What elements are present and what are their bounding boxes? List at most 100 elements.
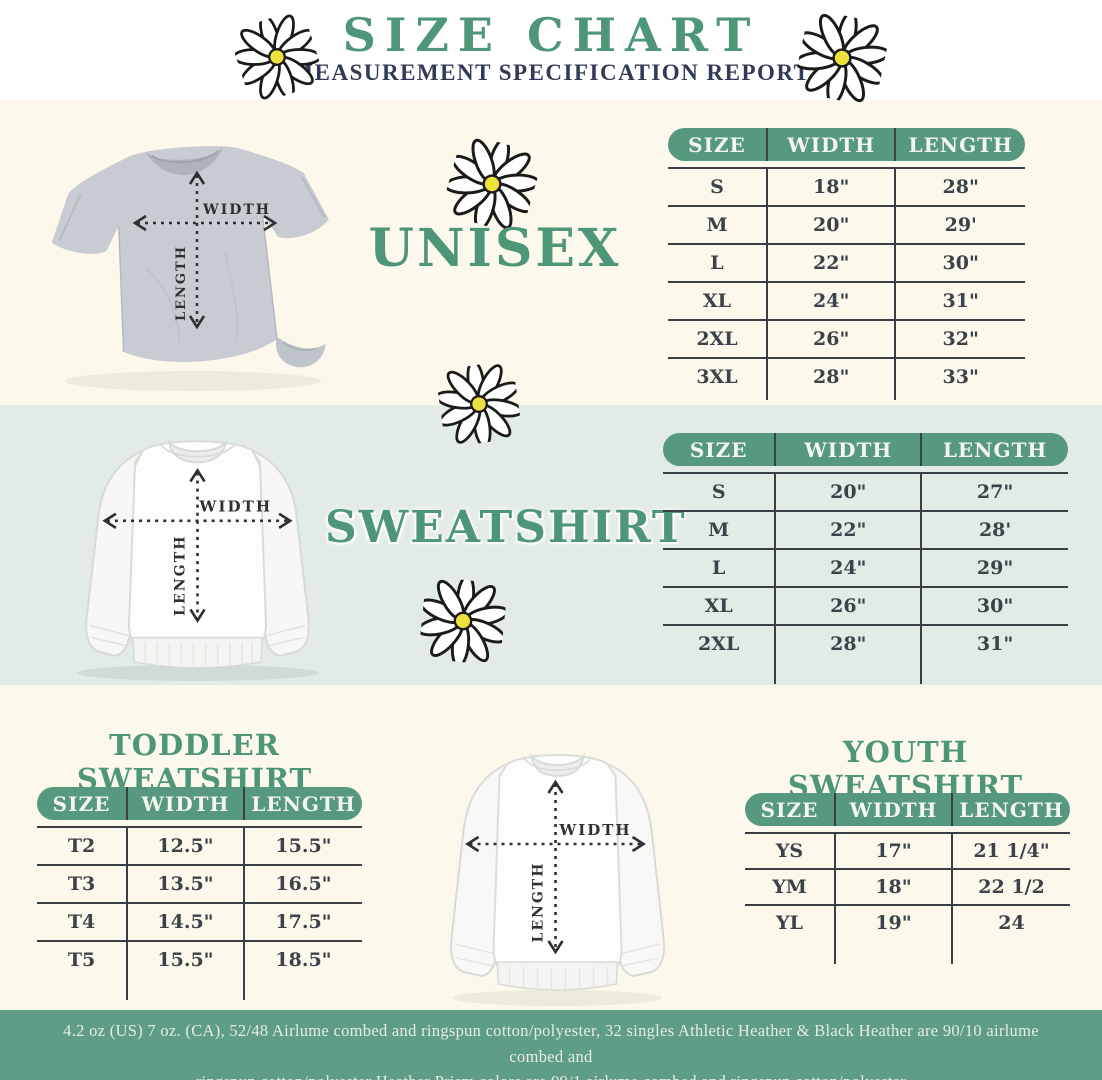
width-cell: 18" bbox=[836, 870, 953, 904]
table-row: T3 13.5" 16.5" bbox=[37, 864, 362, 902]
sweatshirt-section-title: SWEATSHIRT bbox=[325, 502, 687, 553]
length-label: LENGTH bbox=[172, 534, 188, 615]
size-cell: T3 bbox=[37, 866, 128, 902]
table-row: L 24" 29" bbox=[663, 548, 1068, 586]
table-row: XL 24" 31" bbox=[668, 281, 1025, 319]
daisy-icon bbox=[435, 359, 523, 449]
width-cell: 28" bbox=[776, 626, 923, 662]
youth-size-table: SIZE WIDTH LENGTH YS 17" 21 1/4" YM 18" … bbox=[745, 793, 1070, 964]
length-cell: 31" bbox=[976, 633, 1014, 655]
length-cell: 31" bbox=[942, 290, 979, 312]
sweatshirt-size-table: SIZE WIDTH LENGTH S 20" 27" M 22" 28' L … bbox=[663, 433, 1068, 684]
length-cell: 28' bbox=[978, 519, 1012, 541]
table-row: S 18" 28" bbox=[668, 167, 1025, 205]
table-row: YL 19" 24 bbox=[745, 904, 1070, 940]
length-cell: 15.5" bbox=[275, 835, 332, 857]
daisy-icon bbox=[417, 575, 509, 667]
length-label: LENGTH bbox=[174, 245, 189, 321]
column-header-width: WIDTH bbox=[776, 433, 923, 466]
width-cell: 28" bbox=[768, 359, 897, 395]
length-cell: 29" bbox=[976, 557, 1014, 579]
table-row: L 22" 30" bbox=[668, 243, 1025, 281]
kids-sweatshirt-illustration: WIDTH LENGTH bbox=[450, 752, 665, 1006]
length-cell: 27" bbox=[976, 481, 1014, 503]
page-title: SIZE CHART bbox=[342, 8, 760, 62]
column-header-width: WIDTH bbox=[128, 787, 245, 820]
toddler-section-title: TODDLER SWEATSHIRT bbox=[76, 728, 313, 796]
length-cell: 18.5" bbox=[275, 949, 332, 971]
table-row: 2XL 28" 31" bbox=[663, 624, 1068, 662]
size-cell: T2 bbox=[37, 828, 128, 864]
table-row: 2XL 26" 32" bbox=[668, 319, 1025, 357]
width-cell: 26" bbox=[776, 588, 923, 624]
width-cell: 22" bbox=[768, 245, 897, 281]
size-cell: YS bbox=[745, 834, 836, 868]
size-cell: YM bbox=[745, 870, 836, 904]
column-header-width: WIDTH bbox=[836, 793, 953, 826]
length-cell: 24 bbox=[998, 912, 1025, 934]
daisy-icon bbox=[794, 11, 890, 105]
length-cell: 30" bbox=[976, 595, 1014, 617]
length-cell: 28" bbox=[942, 176, 979, 198]
table-row: YS 17" 21 1/4" bbox=[745, 832, 1070, 868]
width-cell: 20" bbox=[768, 207, 897, 243]
column-header-size: SIZE bbox=[663, 433, 777, 466]
column-header-width: WIDTH bbox=[768, 128, 897, 161]
sweatshirt-illustration: WIDTH LENGTH bbox=[76, 438, 319, 681]
size-cell: T4 bbox=[37, 904, 128, 940]
size-cell: 3XL bbox=[668, 359, 768, 395]
table-row: XL 26" 30" bbox=[663, 586, 1068, 624]
table-row: M 22" 28' bbox=[663, 510, 1068, 548]
size-cell: 2XL bbox=[668, 321, 768, 357]
width-cell: 18" bbox=[768, 169, 897, 205]
width-cell: 13.5" bbox=[128, 866, 245, 902]
width-label: WIDTH bbox=[202, 202, 271, 218]
width-cell: 12.5" bbox=[128, 828, 245, 864]
tshirt-illustration: WIDTH LENGTH bbox=[51, 146, 329, 391]
length-cell: 16.5" bbox=[275, 873, 332, 895]
daisy-icon bbox=[444, 137, 540, 231]
table-column-rules bbox=[745, 940, 1070, 964]
table-row: T5 15.5" 18.5" bbox=[37, 940, 362, 978]
length-cell: 21 1/4" bbox=[973, 840, 1050, 862]
size-cell: S bbox=[663, 474, 777, 510]
size-cell: XL bbox=[663, 588, 777, 624]
table-row: T2 12.5" 15.5" bbox=[37, 826, 362, 864]
size-cell: L bbox=[663, 550, 777, 586]
length-cell: 22 1/2 bbox=[978, 876, 1045, 898]
table-column-rules bbox=[663, 662, 1068, 684]
size-cell: XL bbox=[668, 283, 768, 319]
width-cell: 15.5" bbox=[128, 942, 245, 978]
width-label: WIDTH bbox=[558, 821, 631, 839]
fabric-disclaimer: 4.2 oz (US) 7 oz. (CA), 52/48 Airlume co… bbox=[51, 1018, 1051, 1080]
table-header-row: SIZE WIDTH LENGTH bbox=[37, 787, 362, 820]
table-header-row: SIZE WIDTH LENGTH bbox=[668, 128, 1025, 161]
table-row: S 20" 27" bbox=[663, 472, 1068, 510]
column-header-length: LENGTH bbox=[942, 437, 1048, 462]
size-cell: M bbox=[663, 512, 777, 548]
size-cell: M bbox=[668, 207, 768, 243]
table-column-rules bbox=[37, 978, 362, 1000]
width-cell: 26" bbox=[768, 321, 897, 357]
column-header-length: LENGTH bbox=[959, 797, 1064, 822]
width-cell: 22" bbox=[776, 512, 923, 548]
width-cell: 14.5" bbox=[128, 904, 245, 940]
table-row: T4 14.5" 17.5" bbox=[37, 902, 362, 940]
size-cell: S bbox=[668, 169, 768, 205]
width-cell: 20" bbox=[776, 474, 923, 510]
table-row: M 20" 29' bbox=[668, 205, 1025, 243]
length-cell: 30" bbox=[942, 252, 979, 274]
width-cell: 24" bbox=[768, 283, 897, 319]
size-cell: L bbox=[668, 245, 768, 281]
table-header-row: SIZE WIDTH LENGTH bbox=[663, 433, 1068, 466]
size-cell: 2XL bbox=[663, 626, 777, 662]
table-header-row: SIZE WIDTH LENGTH bbox=[745, 793, 1070, 826]
length-cell: 32" bbox=[942, 328, 979, 350]
column-header-length: LENGTH bbox=[251, 791, 356, 816]
length-cell: 29' bbox=[944, 214, 977, 236]
column-header-size: SIZE bbox=[37, 787, 128, 820]
width-cell: 24" bbox=[776, 550, 923, 586]
table-column-rules bbox=[668, 395, 1025, 400]
fabric-disclaimer-line1: 4.2 oz (US) 7 oz. (CA), 52/48 Airlume co… bbox=[63, 1021, 1039, 1066]
